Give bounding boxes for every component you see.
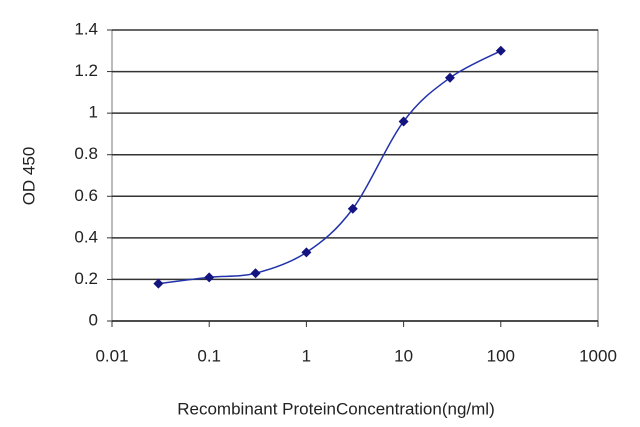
y-tick-label: 1.2 <box>74 61 98 80</box>
y-axis-label: OD 450 <box>19 147 38 206</box>
y-tick-label: 0.8 <box>74 144 98 163</box>
x-tick-label: 10 <box>394 346 413 365</box>
data-point <box>301 247 312 258</box>
y-tick-label: 0.4 <box>74 227 98 246</box>
y-tick-label: 0.6 <box>74 186 98 205</box>
plot-area <box>111 29 599 322</box>
data-point <box>204 272 215 283</box>
data-point <box>153 278 164 289</box>
data-line <box>158 50 502 285</box>
data-point <box>347 203 358 214</box>
y-tick-label: 0 <box>89 310 98 329</box>
y-tick-label: 1 <box>89 103 98 122</box>
data-point <box>444 72 455 83</box>
x-axis-label: Recombinant ProteinConcentration(ng/ml) <box>177 399 495 418</box>
data-point <box>250 268 261 279</box>
x-tick-label: 1000 <box>579 346 617 365</box>
x-tick-label: 0.01 <box>95 346 128 365</box>
x-tick-label: 0.1 <box>197 346 221 365</box>
x-tick-label: 100 <box>487 346 515 365</box>
data-point <box>495 45 506 56</box>
y-tick-label: 0.2 <box>74 269 98 288</box>
y-tick-label: 1.4 <box>74 19 98 38</box>
data-point <box>398 116 409 127</box>
x-tick-label: 1 <box>302 346 311 365</box>
